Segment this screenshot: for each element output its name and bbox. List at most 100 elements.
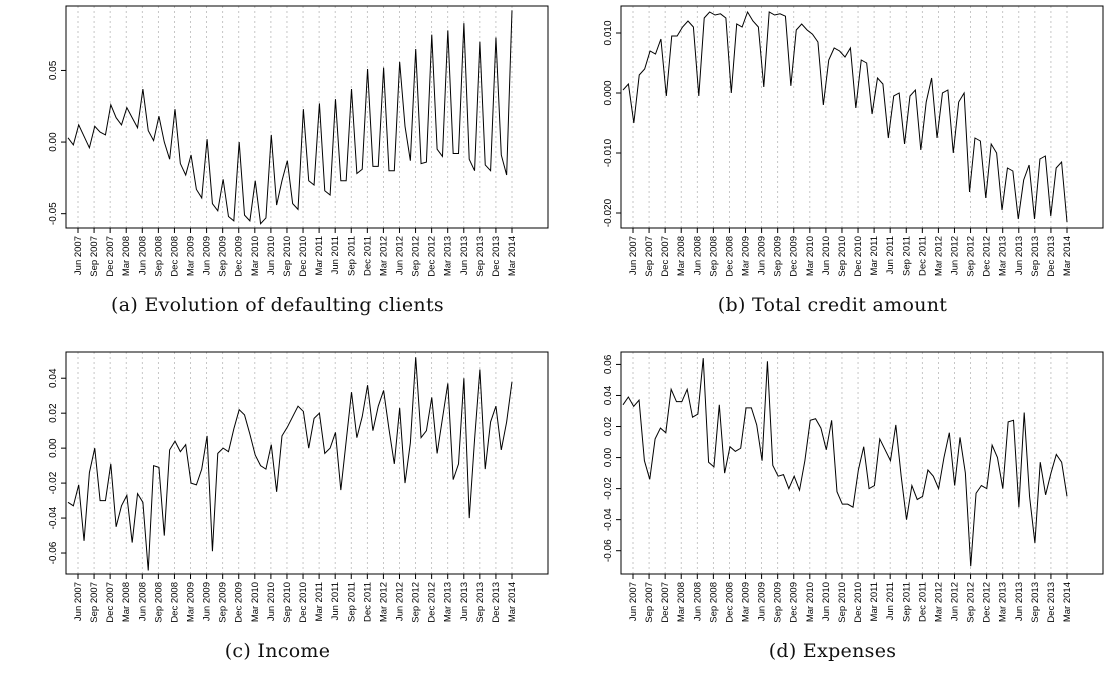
x-tick-label: Dec 2012 [982,236,993,277]
line-chart-total-credit-amount: -0.020 -0.010 0.000 0.010 Jun 2007 Sep 2007 De… [603,5,1104,277]
chart-panel-defaulting-clients: -0.05 0.00 0.05 Jun 2007 Sep 2007 Dec 2007 Mar… [0,0,555,345]
plot-frame [620,5,1104,229]
y-tick-label: 0.010 [603,20,614,45]
x-tick-label: Dec 2010 [853,236,864,277]
y-tick-label: -0.06 [48,541,59,564]
chart-caption: (a) Evolution of defaulting clients [111,294,444,316]
x-tick-label: Mar 2011 [314,582,325,621]
x-tick-label: Jun 2013 [459,236,470,275]
x-tick-label: Jun 2007 [628,582,639,621]
x-tick-label: Sep 2008 [153,236,164,277]
y-tick-label: 0.04 [603,385,614,405]
x-tick-label: Sep 2009 [773,582,784,623]
x-tick-label: Sep 2008 [153,582,164,623]
x-tick-label: Dec 2008 [169,236,180,277]
chart-panel-total-credit-amount: -0.020 -0.010 0.000 0.010 Jun 2007 Sep 2007 De… [555,0,1110,345]
x-tick-label: Dec 2008 [724,582,735,623]
x-tick-label: Sep 2011 [346,236,357,276]
x-tick-label: Dec 2010 [298,236,309,277]
x-tick-label: Jun 2012 [394,236,405,275]
x-tick-label: Dec 2008 [724,236,735,277]
x-tick-label: Dec 2011 [917,236,928,276]
x-tick-label: Dec 2011 [362,582,373,622]
x-tick-label: Dec 2011 [362,236,373,276]
x-tick-label: Sep 2011 [901,582,912,622]
x-tick-label: Mar 2012 [378,236,389,276]
x-tick-label: Dec 2009 [789,582,800,623]
x-tick-label: Jun 2009 [202,236,213,275]
x-tick-label: Dec 2013 [491,582,502,623]
x-tick-label: Sep 2007 [644,582,655,623]
x-tick-label: Jun 2011 [330,582,341,620]
x-tick-label: Jun 2011 [885,236,896,274]
y-tick-label: 0.02 [48,403,59,423]
x-tick-label: Mar 2009 [741,582,752,622]
x-tick-label: Mar 2014 [507,236,518,276]
series-line [67,357,513,571]
plot-frame [65,5,549,229]
x-tick-label: Dec 2013 [1046,582,1057,623]
x-tick-label: Mar 2012 [378,582,389,622]
x-tick-label: Sep 2012 [411,236,422,277]
plot-frame [65,351,549,575]
x-tick-label: Jun 2012 [394,582,405,621]
y-tick-label: -0.02 [603,477,614,500]
chart-caption: (d) Expenses [768,640,897,662]
x-tick-label: Sep 2013 [1030,582,1041,623]
x-tick-label: Jun 2010 [266,582,277,621]
x-tick-label: Mar 2013 [443,582,454,622]
x-tick-label: Jun 2010 [821,582,832,621]
x-tick-label: Dec 2013 [491,236,502,277]
x-tick-label: Jun 2007 [73,582,84,621]
x-tick-label: Jun 2009 [757,582,768,621]
x-tick-label: Mar 2011 [314,236,325,275]
line-chart-income: -0.06 -0.04 -0.02 0.00 0.02 0.04 Jun 2007 Sep 2… [48,351,549,623]
x-tick-label: Dec 2007 [660,582,671,623]
x-tick-label: Sep 2013 [1030,236,1041,277]
x-tick-label: Jun 2011 [885,582,896,620]
x-tick-label: Mar 2014 [1062,236,1073,276]
x-tick-label: Mar 2013 [443,236,454,276]
y-tick-label: -0.05 [48,202,59,225]
x-tick-label: Sep 2008 [708,582,719,623]
y-tick-label: -0.04 [603,508,614,531]
x-tick-label: Mar 2008 [121,582,132,622]
x-tick-label: Dec 2008 [169,582,180,623]
x-tick-label: Jun 2013 [1014,236,1025,275]
x-tick-label: Mar 2011 [869,236,880,275]
x-tick-label: Sep 2012 [966,582,977,623]
x-tick-label: Dec 2009 [234,582,245,623]
x-tick-label: Dec 2011 [917,582,928,622]
x-tick-label: Jun 2008 [692,582,703,621]
y-tick-label: -0.02 [48,471,59,494]
x-tick-label: Jun 2009 [202,582,213,621]
x-tick-label: Mar 2008 [676,236,687,276]
x-tick-label: Jun 2012 [949,582,960,621]
x-tick-label: Jun 2007 [628,236,639,275]
x-tick-label: Sep 2011 [346,582,357,622]
x-tick-label: Dec 2007 [105,236,116,277]
x-tick-label: Sep 2010 [837,236,848,277]
x-tick-label: Mar 2013 [998,582,1009,622]
x-tick-label: Mar 2010 [250,236,261,276]
x-tick-label: Sep 2012 [966,236,977,277]
x-tick-label: Mar 2009 [186,582,197,622]
y-tick-label: -0.04 [48,506,59,529]
x-tick-label: Mar 2008 [121,236,132,276]
x-tick-label: Jun 2007 [73,236,84,275]
x-tick-label: Dec 2010 [298,582,309,623]
x-tick-label: Mar 2012 [933,236,944,276]
x-tick-label: Sep 2012 [411,582,422,623]
series-line [67,10,513,225]
x-tick-label: Dec 2010 [853,582,864,623]
x-tick-label: Jun 2008 [692,236,703,275]
x-tick-label: Jun 2012 [949,236,960,275]
x-tick-label: Sep 2009 [218,582,229,623]
line-chart-expenses: -0.06 -0.04 -0.02 0.00 0.02 0.04 0.06 Jun 2007 S… [603,351,1104,623]
x-tick-label: Mar 2010 [250,582,261,622]
x-tick-label: Dec 2012 [427,582,438,623]
plot-frame [620,351,1104,575]
x-tick-label: Jun 2008 [137,236,148,275]
y-tick-label: 0.000 [603,80,614,105]
x-tick-label: Jun 2008 [137,582,148,621]
